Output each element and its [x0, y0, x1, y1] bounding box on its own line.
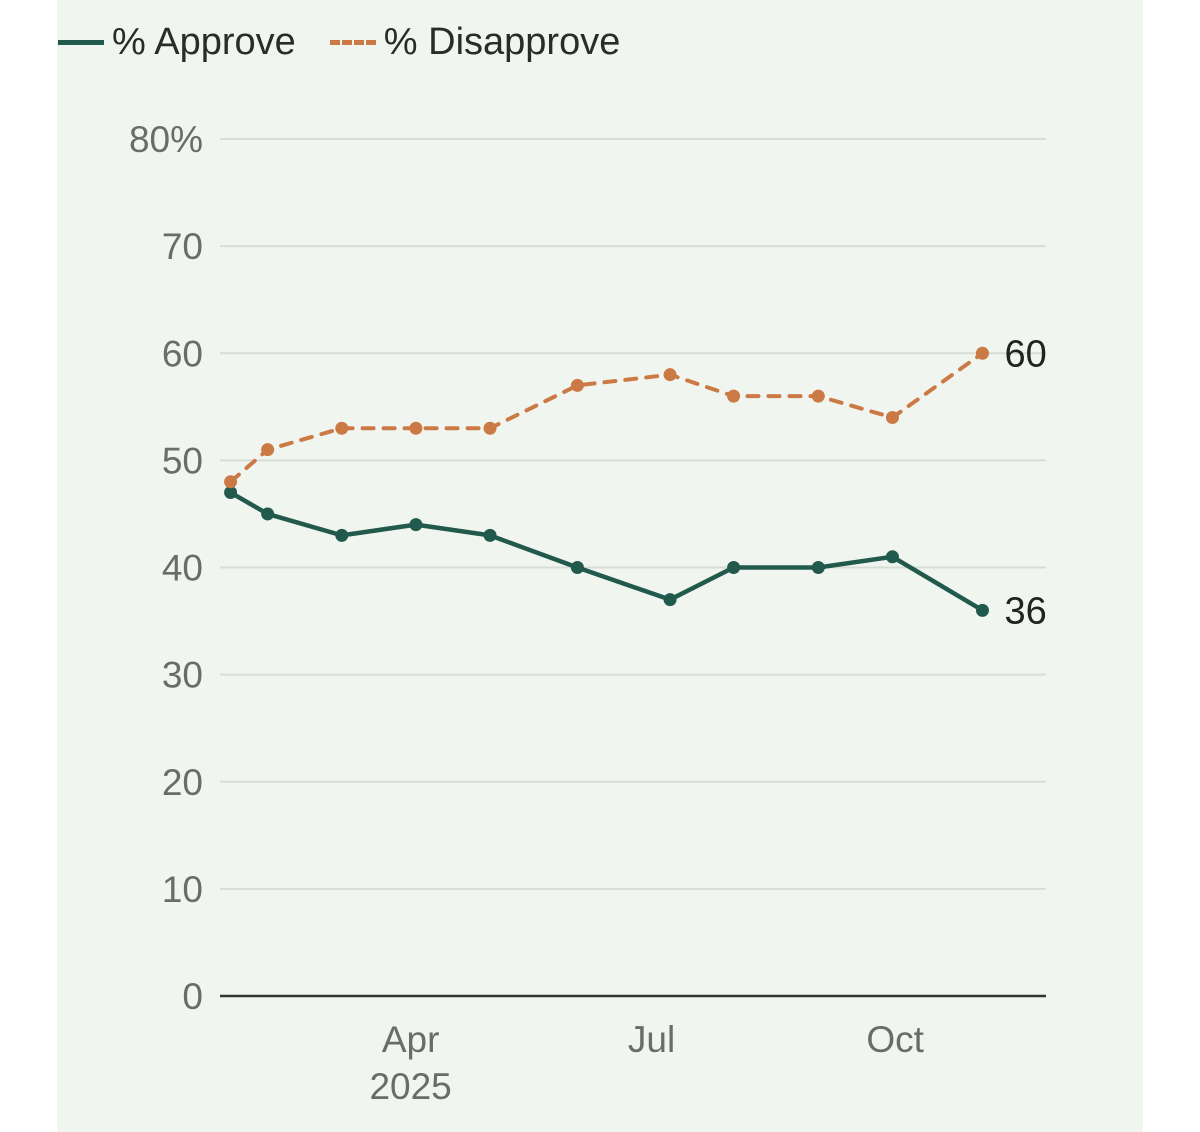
x-tick-label-oct: Oct	[866, 1019, 924, 1060]
data-point-approve-5	[570, 561, 584, 574]
data-point-disapprove-8	[811, 389, 825, 403]
data-point-disapprove-1	[261, 443, 275, 457]
y-tick-label-50: 50	[162, 440, 203, 481]
data-point-disapprove-7	[727, 389, 741, 403]
data-point-disapprove-4	[483, 421, 497, 435]
data-point-approve-9	[885, 550, 899, 564]
chart-legend: % Approve % Disapprove	[58, 18, 620, 66]
data-point-approve-0	[224, 486, 238, 500]
legend-item-approve: % Approve	[58, 21, 296, 64]
data-point-approve-1	[261, 507, 275, 521]
data-point-approve-6	[663, 593, 677, 607]
y-tick-label-20: 20	[162, 762, 203, 803]
grid-lines	[220, 138, 1046, 998]
data-point-disapprove-6	[663, 368, 677, 382]
data-point-disapprove-5	[570, 378, 584, 392]
series-lines	[224, 346, 989, 617]
legend-item-disapprove: % Disapprove	[329, 20, 621, 64]
y-tick-label-10: 10	[162, 869, 203, 910]
legend-swatch-disapprove	[329, 39, 376, 45]
x-tick-label-jul: Jul	[628, 1019, 675, 1060]
y-tick-label-80: 80%	[129, 119, 203, 160]
series-line-approve	[228, 490, 985, 613]
data-point-disapprove-10	[975, 346, 989, 360]
end-label-approve: 36	[1004, 590, 1046, 632]
y-tick-label-30: 30	[162, 655, 203, 696]
y-tick-label-0: 0	[182, 976, 203, 1017]
data-point-disapprove-9	[885, 411, 899, 425]
data-point-disapprove-2	[335, 421, 349, 435]
x-tick-label-apr: Apr	[382, 1019, 440, 1060]
data-point-approve-3	[409, 518, 423, 532]
legend-label-disapprove: % Disapprove	[383, 20, 621, 63]
y-tick-label-40: 40	[162, 548, 203, 589]
data-point-approve-10	[975, 603, 989, 617]
data-point-disapprove-3	[409, 421, 423, 435]
series-line-disapprove	[228, 351, 985, 484]
data-point-approve-7	[727, 561, 741, 574]
end-label-disapprove: 60	[1004, 333, 1046, 375]
data-point-approve-2	[335, 528, 349, 542]
y-tick-label-60: 60	[162, 333, 203, 374]
legend-swatch-approve	[58, 39, 104, 45]
x-axis-tick-labels: Apr 2025 Jul Oct	[369, 1019, 924, 1107]
chart-panel	[57, 0, 1143, 1132]
y-axis-tick-labels: 0 10 20 30 40 50 60 70 80%	[129, 119, 203, 1017]
data-point-approve-8	[811, 561, 825, 574]
legend-label-approve: % Approve	[112, 20, 296, 63]
x-tick-sublabel-2025: 2025	[369, 1066, 451, 1107]
data-point-disapprove-0	[224, 475, 238, 489]
data-point-approve-4	[483, 528, 497, 542]
y-tick-label-70: 70	[162, 226, 203, 267]
end-labels: 36 60	[1004, 333, 1046, 632]
